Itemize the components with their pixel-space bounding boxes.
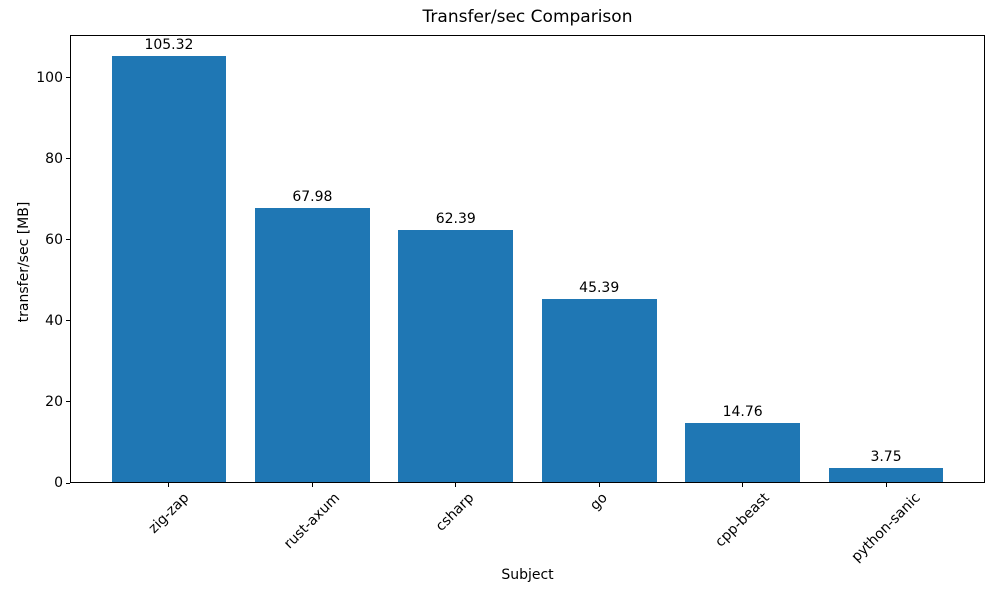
bar-value-label: 105.32 [144,37,194,54]
x-tick [168,483,170,487]
bar-rust-axum [255,207,370,483]
x-tick [455,483,457,487]
x-tick-label-rust-axum: rust-axum [280,490,343,553]
bar-value-label: 14.76 [722,404,763,421]
bar-cpp-beast [685,423,800,483]
x-tick-label-cpp-beast: cpp-beast [712,490,773,551]
y-tick-label: 100 [36,69,63,86]
y-tick [66,77,70,79]
x-tick [311,483,313,487]
y-tick-label: 60 [45,231,63,248]
bar-value-label: 45.39 [579,280,620,297]
bar-go [541,299,657,483]
y-tick-label: 80 [45,150,63,167]
y-tick-label: 20 [45,393,63,410]
bar-value-label: 62.39 [435,211,476,228]
y-tick-label: 40 [45,312,63,329]
y-tick [66,158,70,160]
bar-csharp [398,230,514,483]
x-tick [885,483,887,487]
x-tick [598,483,600,487]
bar-value-label: 67.98 [292,188,333,205]
y-tick [66,401,70,403]
y-axis-label: transfer/sec [MB] [16,201,32,323]
y-tick [66,239,70,241]
bar-zig-zap [111,56,227,483]
x-tick-label-python-sanic: python-sanic [848,490,924,566]
bar-value-label: 3.75 [870,448,902,465]
x-axis-label: Subject [501,567,554,583]
bar-python-sanic [828,467,944,483]
y-tick [66,320,70,322]
x-tick-label-csharp: csharp [433,490,478,535]
plot-area [70,35,985,483]
x-tick-label-zig-zap: zig-zap [145,490,192,537]
x-tick [742,483,744,487]
chart-title: Transfer/sec Comparison [422,7,633,27]
y-tick-label: 0 [54,475,63,491]
y-tick [66,482,70,484]
x-tick-label-go: go [587,490,611,514]
